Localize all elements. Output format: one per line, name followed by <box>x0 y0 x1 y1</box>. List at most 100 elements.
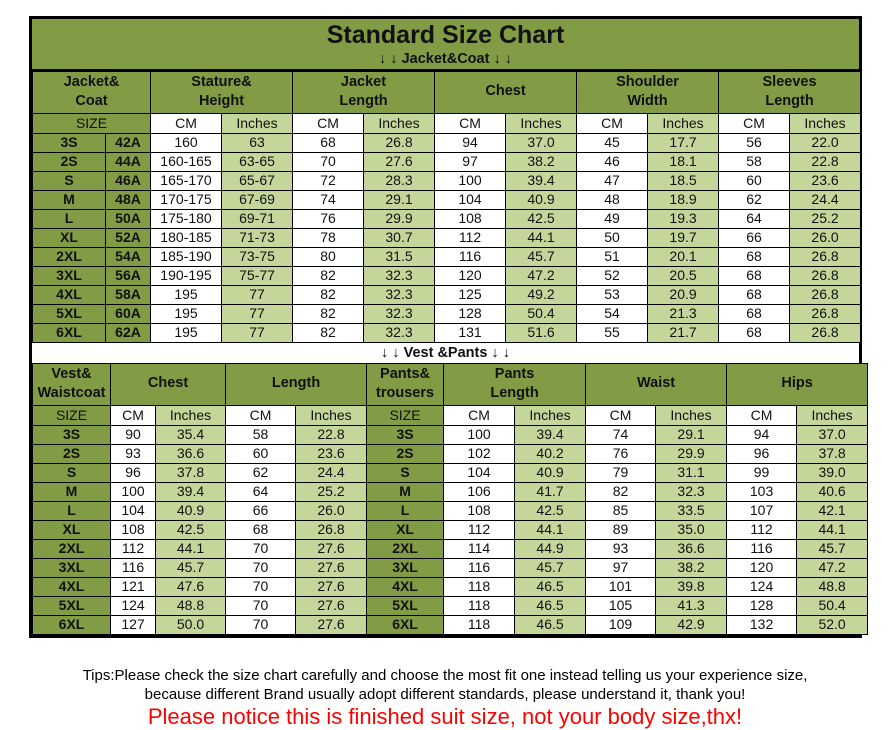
cm-value-cell: 52 <box>576 265 649 286</box>
group-header: Waist <box>585 362 728 406</box>
unit-header: CM <box>718 112 791 134</box>
inches-value-cell: 48.8 <box>796 576 869 597</box>
cm-value-cell: 101 <box>585 576 657 597</box>
inches-value-cell: 47.6 <box>154 576 227 597</box>
inches-value-cell: 37.0 <box>796 424 869 445</box>
jacket-coat-size-table: Jacket& Coat Stature& Height Jacket Length… <box>32 70 862 343</box>
cm-value-cell: 93 <box>110 443 156 464</box>
inches-value-cell: 40.9 <box>154 500 227 521</box>
size-cell: XL <box>32 227 106 248</box>
cm-value-cell: 54 <box>576 303 649 324</box>
size-cell: S <box>366 462 445 483</box>
cm-value-cell: 99 <box>726 462 798 483</box>
group-header: Hips <box>726 362 869 406</box>
size-cell: 6XL <box>32 322 106 343</box>
vest-pants-size-table: Vest& Waistcoat Chest Length Pants& trouser… <box>32 362 869 635</box>
inches-value-cell: 37.8 <box>796 443 869 464</box>
group-header: Jacket Length <box>291 70 436 114</box>
cm-value-cell: 116 <box>434 246 507 267</box>
cm-value-cell: 76 <box>585 443 657 464</box>
inches-value-cell: 21.7 <box>647 322 720 343</box>
inches-value-cell: 29.9 <box>655 443 728 464</box>
cm-value-cell: 97 <box>585 557 657 578</box>
cm-value-cell: 68 <box>718 284 791 305</box>
inches-value-cell: 75-77 <box>221 265 293 286</box>
inches-value-cell: 44.9 <box>514 538 587 559</box>
cm-value-cell: 104 <box>434 189 507 210</box>
inches-value-cell: 26.8 <box>362 132 436 153</box>
inches-value-cell: 27.6 <box>295 595 368 616</box>
inches-value-cell: 35.0 <box>655 519 728 540</box>
unit-header: Inches <box>505 112 578 134</box>
size-cell: 2S <box>366 443 445 464</box>
inches-value-cell: 20.5 <box>647 265 720 286</box>
cm-value-cell: 68 <box>718 303 791 324</box>
unit-header: CM <box>110 404 156 426</box>
inches-value-cell: 26.8 <box>789 284 862 305</box>
cm-value-cell: 97 <box>434 151 507 172</box>
inches-value-cell: 36.6 <box>154 443 227 464</box>
inches-value-cell: 46.5 <box>514 614 587 635</box>
inches-value-cell: 32.3 <box>362 322 436 343</box>
inches-value-cell: 25.2 <box>295 481 368 502</box>
inches-value-cell: 20.9 <box>647 284 720 305</box>
size-cell: 4XL <box>366 576 445 597</box>
size-chart: Standard Size Chart ↓ ↓ Jacket&Coat ↓ ↓ … <box>29 16 869 638</box>
size-cell: 3XL <box>32 265 106 286</box>
cm-value-cell: 195 <box>150 284 222 305</box>
cm-value-cell: 125 <box>434 284 507 305</box>
table-row: 2XL 54A 185-190 73-75 80 31.5 116 45.7 51 20.1 68 2… <box>32 246 862 267</box>
cm-value-cell: 79 <box>585 462 657 483</box>
size-cell: S <box>32 462 111 483</box>
cm-value-cell: 114 <box>443 538 516 559</box>
size-cell: M <box>32 481 111 502</box>
size-cell: 6XL <box>366 614 445 635</box>
inches-value-cell: 46.5 <box>514 595 587 616</box>
cm-value-cell: 160 <box>150 132 222 153</box>
cm-value-cell: 105 <box>585 595 657 616</box>
inches-value-cell: 33.5 <box>655 500 728 521</box>
inches-value-cell: 37.8 <box>154 462 227 483</box>
inches-value-cell: 29.1 <box>655 424 728 445</box>
inches-value-cell: 23.6 <box>295 443 368 464</box>
inches-value-cell: 39.4 <box>154 481 227 502</box>
size-cell: 3S <box>32 132 106 153</box>
table-row: 3XL 56A 190-195 75-77 82 32.3 120 47.2 52 20.5 68 2… <box>32 265 862 286</box>
table-row: 4XL 58A 195 77 82 32.3 125 49.2 53 20.9 68 26.8 <box>32 284 862 305</box>
inches-value-cell: 42.5 <box>514 500 587 521</box>
inches-value-cell: 42.5 <box>154 519 227 540</box>
title-block: Standard Size Chart ↓ ↓ Jacket&Coat ↓ ↓ <box>32 19 859 71</box>
table-row: 3S 90 35.4 58 22.8 3S 100 39.4 74 29.1 94 37.0 <box>32 424 869 445</box>
cm-value-cell: 85 <box>585 500 657 521</box>
size-cell: 56A <box>105 265 151 286</box>
cm-value-cell: 45 <box>576 132 649 153</box>
size-cell: 5XL <box>32 595 111 616</box>
cm-value-cell: 112 <box>443 519 516 540</box>
inches-value-cell: 18.1 <box>647 151 720 172</box>
size-cell: XL <box>32 519 111 540</box>
inches-value-cell: 35.4 <box>154 424 227 445</box>
size-cell: 60A <box>105 303 151 324</box>
inches-value-cell: 48.8 <box>154 595 227 616</box>
unit-header: CM <box>585 404 657 426</box>
cm-value-cell: 100 <box>434 170 507 191</box>
cm-value-cell: 106 <box>443 481 516 502</box>
inches-value-cell: 32.3 <box>362 265 436 286</box>
cm-value-cell: 70 <box>292 151 364 172</box>
cm-value-cell: 96 <box>726 443 798 464</box>
cm-value-cell: 62 <box>718 189 791 210</box>
table-row: 3XL 116 45.7 70 27.6 3XL 116 45.7 97 38.2 120 47.2 <box>32 557 869 578</box>
cm-value-cell: 107 <box>726 500 798 521</box>
cm-value-cell: 100 <box>443 424 516 445</box>
table-row: L 104 40.9 66 26.0 L 108 42.5 85 33.5 107 42.1 <box>32 500 869 521</box>
group-header: Chest <box>434 70 578 114</box>
group-header: Pants& trousers <box>366 362 445 406</box>
cm-value-cell: 190-195 <box>150 265 222 286</box>
inches-value-cell: 24.4 <box>789 189 862 210</box>
inches-value-cell: 21.3 <box>647 303 720 324</box>
cm-value-cell: 78 <box>292 227 364 248</box>
inches-value-cell: 18.9 <box>647 189 720 210</box>
inches-value-cell: 39.4 <box>514 424 587 445</box>
tips-text: Tips:Please check the size chart careful… <box>0 667 890 705</box>
inches-value-cell: 50.4 <box>505 303 578 324</box>
